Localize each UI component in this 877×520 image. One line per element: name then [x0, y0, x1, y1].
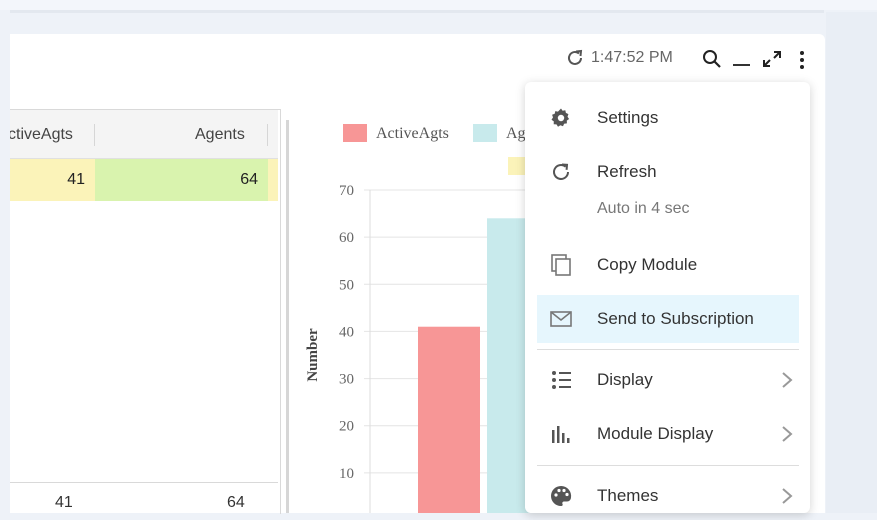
copy-icon [551, 254, 571, 276]
chart-bars [418, 218, 530, 513]
refresh-icon [553, 163, 569, 180]
table-cell-activeagts: 41 [10, 159, 95, 201]
search-icon[interactable] [701, 48, 723, 70]
list-icon [552, 371, 571, 389]
menu-label-send-to-subscription: Send to Subscription [597, 309, 754, 328]
y-axis-ticks: 70 60 50 40 30 20 10 [339, 183, 354, 482]
chevron-right-icon [782, 488, 793, 504]
y-tick-label: 50 [339, 277, 354, 293]
bar-activeagts[interactable] [418, 326, 480, 513]
panel-splitter[interactable] [286, 120, 289, 513]
table-cell-agents: 64 [95, 159, 268, 201]
expand-icon[interactable] [760, 48, 784, 70]
minimize-icon[interactable] [733, 64, 750, 66]
menu-divider [537, 349, 799, 350]
menu-item-settings[interactable]: Settings [537, 94, 799, 142]
data-table: ctiveAgts Agents 41 64 41 64 [10, 109, 281, 514]
menu-label-themes: Themes [597, 486, 659, 505]
y-axis-label: Number [305, 328, 321, 382]
chevron-right-icon [782, 372, 793, 388]
menu-item-send-to-subscription[interactable]: Send to Subscription [537, 295, 799, 343]
y-tick-label: 70 [339, 183, 354, 199]
kebab-menu-icon[interactable] [795, 50, 809, 70]
column-separator[interactable] [267, 124, 268, 146]
legend-label-activeagts: ActiveAgts [376, 125, 449, 142]
legend-swatch-third [508, 157, 530, 175]
table-footer-divider [10, 482, 278, 483]
bar-agents[interactable] [487, 218, 530, 513]
y-tick-label: 20 [339, 419, 354, 435]
menu-label-copy-module: Copy Module [597, 255, 698, 274]
refresh-icon[interactable] [565, 48, 585, 68]
menu-item-themes[interactable]: Themes [537, 472, 799, 520]
y-tick-label: 60 [339, 230, 354, 246]
menu-item-module-display[interactable]: Module Display [537, 410, 799, 458]
column-separator[interactable] [94, 124, 95, 146]
footer-total-agents: 64 [227, 494, 245, 511]
top-band [0, 0, 877, 10]
y-tick-label: 40 [339, 324, 354, 340]
legend-swatch-agents [473, 124, 497, 142]
chevron-right-icon [782, 426, 793, 442]
menu-item-display[interactable]: Display [537, 356, 799, 404]
menu-label-display: Display [597, 370, 653, 389]
legend-label-agents: Ag [506, 125, 526, 142]
envelope-icon [550, 311, 572, 327]
refresh-countdown: Auto in 4 sec [597, 200, 690, 217]
bar-chart: ActiveAgts Ag Number 70 60 50 40 30 20 10 [305, 124, 530, 513]
top-band-shadow [10, 10, 824, 13]
legend-swatch-activeagts [343, 124, 367, 142]
menu-item-copy-module[interactable]: Copy Module [537, 241, 799, 289]
table-header-row: ctiveAgts Agents [10, 110, 278, 159]
bar-chart-icon [552, 426, 570, 443]
menu-label-refresh: Refresh [597, 162, 657, 181]
table-cell-extra [268, 159, 278, 201]
column-header-activeagts[interactable]: ctiveAgts [10, 126, 73, 143]
footer-total-activeagts: 41 [55, 494, 73, 511]
menu-divider [537, 465, 799, 466]
menu-label-module-display: Module Display [597, 424, 714, 443]
y-tick-label: 30 [339, 372, 354, 388]
menu-label-settings: Settings [597, 108, 659, 127]
y-tick-label: 10 [339, 466, 354, 482]
module-context-menu: Settings Refresh Auto in 4 sec Copy Modu… [525, 82, 810, 513]
palette-icon [551, 485, 572, 506]
gear-icon [551, 108, 570, 127]
menu-item-refresh[interactable]: Refresh [537, 148, 799, 196]
column-header-agents[interactable]: Agents [195, 126, 245, 143]
last-updated-time: 1:47:52 PM [591, 49, 673, 66]
right-gutter [826, 12, 877, 513]
